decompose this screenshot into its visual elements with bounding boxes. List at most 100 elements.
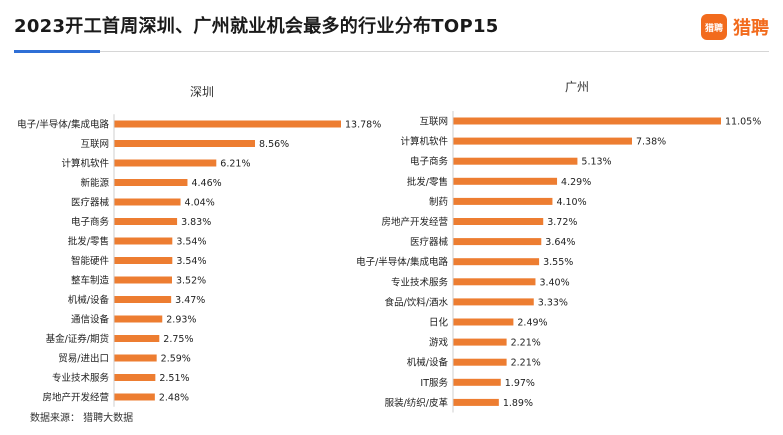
shenzhen-category-label: 通信设备	[71, 314, 110, 326]
guangzhou-value-label: 3.72%	[547, 217, 577, 228]
guangzhou-category-label: 互联网	[419, 117, 448, 128]
guangzhou-category-label: 计算机软件	[400, 136, 448, 148]
chart-title-shenzhen: 深圳	[190, 85, 215, 99]
logo-badge: 猎聘	[701, 14, 727, 40]
shenzhen-category-label: 计算机软件	[61, 158, 109, 170]
guangzhou-bar	[453, 298, 534, 306]
guangzhou-bar	[453, 157, 578, 165]
shenzhen-category-label: 房地产开发经营	[42, 392, 109, 404]
shenzhen-category-label: 互联网	[80, 139, 109, 150]
guangzhou-value-label: 1.97%	[505, 378, 535, 389]
shenzhen-value-label: 6.21%	[220, 159, 250, 170]
shenzhen-bar	[114, 354, 157, 362]
guangzhou-bar	[453, 318, 514, 326]
guangzhou-bar	[453, 338, 507, 346]
guangzhou-category-label: 电子/半导体/集成电路	[356, 256, 448, 268]
shenzhen-value-label: 3.52%	[176, 276, 206, 287]
guangzhou-value-label: 3.64%	[545, 237, 575, 248]
chart-guangzhou: 互联网 11.05% 计算机软件 7.38% 电子商务 5.13% 批发/零售 4.29% 制药…	[356, 110, 761, 413]
guangzhou-bar	[453, 197, 553, 205]
chart-title-guangzhou: 广州	[565, 80, 590, 94]
data-source-note: 数据来源： 猎聘大数据	[30, 413, 134, 424]
guangzhou-category-label: 食品/饮料/酒水	[385, 296, 449, 308]
brand-logo: 猎聘 猎聘	[701, 14, 769, 40]
shenzhen-bar	[114, 120, 341, 128]
guangzhou-bar	[453, 398, 499, 406]
guangzhou-bar	[453, 258, 540, 266]
shenzhen-category-label: 专业技术服务	[52, 372, 110, 384]
shenzhen-category-label: 智能硬件	[71, 255, 110, 267]
guangzhou-value-label: 3.55%	[543, 257, 573, 268]
guangzhou-bar	[453, 378, 501, 386]
title-divider	[100, 51, 769, 52]
guangzhou-bar	[453, 117, 721, 125]
guangzhou-category-label: 房地产开发经营	[381, 216, 448, 228]
guangzhou-value-label: 5.13%	[581, 157, 611, 168]
shenzhen-value-label: 4.04%	[185, 198, 215, 209]
shenzhen-category-label: 新能源	[80, 177, 109, 189]
shenzhen-value-label: 2.75%	[163, 334, 193, 345]
guangzhou-category-label: IT服务	[420, 377, 448, 389]
shenzhen-category-label: 电子商务	[71, 216, 110, 228]
shenzhen-bar	[114, 374, 156, 381]
guangzhou-category-label: 日化	[429, 317, 449, 329]
guangzhou-value-label: 11.05%	[725, 117, 761, 128]
shenzhen-value-label: 2.93%	[166, 315, 196, 326]
chart-shenzhen: 电子/半导体/集成电路 13.78% 互联网 8.56% 计算机软件 6.21% 新能源 4.…	[17, 114, 381, 407]
shenzhen-bar	[114, 198, 181, 206]
guangzhou-value-label: 2.49%	[517, 318, 547, 329]
shenzhen-bar	[114, 179, 188, 186]
guangzhou-value-label: 1.89%	[503, 398, 533, 409]
guangzhou-bar	[453, 278, 536, 286]
guangzhou-category-label: 电子商务	[410, 156, 449, 168]
guangzhou-bar	[453, 358, 507, 366]
shenzhen-bar	[114, 276, 172, 284]
shenzhen-bar	[114, 257, 173, 264]
shenzhen-bar	[114, 218, 178, 225]
guangzhou-value-label: 3.40%	[539, 277, 569, 288]
shenzhen-value-label: 13.78%	[345, 120, 381, 131]
shenzhen-value-label: 3.47%	[175, 295, 205, 306]
logo-text: 猎聘	[733, 18, 769, 39]
guangzhou-bar	[453, 137, 632, 145]
shenzhen-bar	[114, 159, 217, 167]
guangzhou-category-label: 批发/零售	[407, 176, 448, 188]
shenzhen-value-label: 3.54%	[176, 237, 206, 248]
shenzhen-value-label: 2.51%	[159, 373, 189, 384]
guangzhou-bar	[453, 177, 558, 185]
guangzhou-category-label: 医疗器械	[410, 236, 449, 248]
guangzhou-category-label: 制药	[429, 196, 448, 208]
shenzhen-category-label: 贸易/进出口	[58, 353, 109, 365]
shenzhen-value-label: 3.54%	[176, 256, 206, 267]
guangzhou-value-label: 4.10%	[556, 197, 586, 208]
guangzhou-category-label: 游戏	[429, 337, 449, 349]
shenzhen-category-label: 基金/证券/期货	[46, 333, 109, 345]
page-title: 2023开工首周深圳、广州就业机会最多的行业分布TOP15	[14, 16, 499, 37]
guangzhou-value-label: 4.29%	[561, 177, 591, 188]
shenzhen-value-label: 2.48%	[159, 393, 189, 404]
shenzhen-category-label: 医疗器械	[71, 197, 110, 209]
guangzhou-value-label: 2.21%	[511, 358, 541, 369]
shenzhen-bar	[114, 315, 163, 323]
shenzhen-bar	[114, 393, 155, 401]
shenzhen-value-label: 2.59%	[161, 354, 191, 365]
shenzhen-bar	[114, 237, 173, 245]
shenzhen-value-label: 3.83%	[181, 217, 211, 228]
shenzhen-category-label: 批发/零售	[68, 236, 109, 248]
guangzhou-value-label: 2.21%	[511, 338, 541, 349]
guangzhou-bar	[453, 218, 544, 225]
shenzhen-value-label: 8.56%	[259, 139, 289, 150]
guangzhou-category-label: 服装/纺织/皮革	[385, 397, 449, 409]
shenzhen-category-label: 机械/设备	[68, 294, 110, 306]
shenzhen-bar	[114, 296, 172, 303]
guangzhou-bar	[453, 238, 542, 246]
guangzhou-category-label: 专业技术服务	[391, 276, 449, 288]
shenzhen-category-label: 电子/半导体/集成电路	[17, 119, 109, 131]
guangzhou-value-label: 7.38%	[636, 137, 666, 148]
guangzhou-value-label: 3.33%	[538, 297, 568, 308]
shenzhen-value-label: 4.46%	[191, 178, 221, 189]
guangzhou-category-label: 机械/设备	[407, 357, 449, 369]
shenzhen-category-label: 整车制造	[71, 275, 110, 287]
shenzhen-bar	[114, 140, 256, 147]
